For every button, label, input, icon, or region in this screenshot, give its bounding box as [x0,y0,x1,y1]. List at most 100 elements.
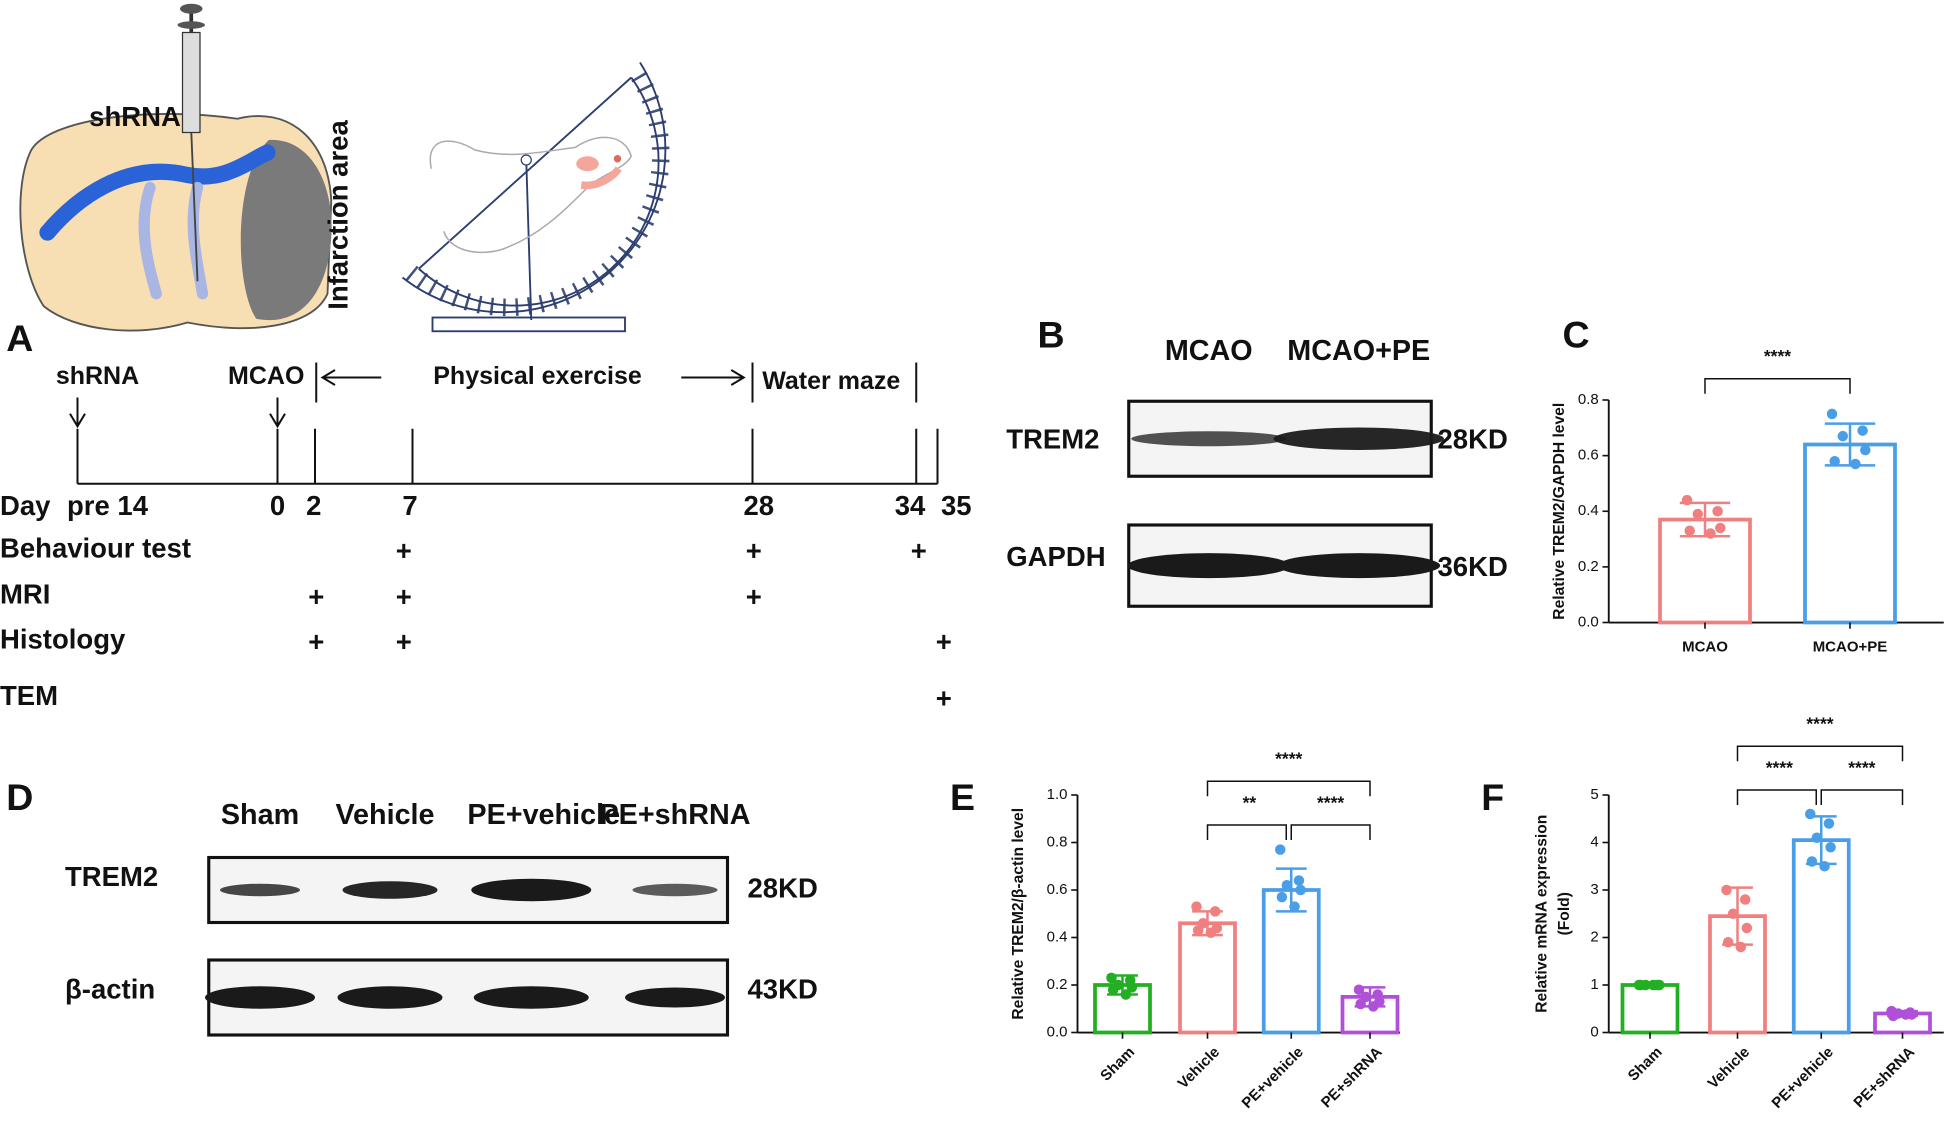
data-point [1126,982,1138,993]
row-mark: + [746,535,762,566]
data-point [1887,1010,1899,1022]
significance-label: **** [1317,792,1344,812]
y-tick-label: 0 [1590,1023,1598,1040]
row-mark: + [746,581,762,612]
data-point [1276,891,1288,903]
y-axis-label: Relative mRNA expression [1534,815,1551,1013]
blot-band [625,987,725,1008]
significance-bracket [1736,745,1904,762]
y-tick-label: 0.2 [1578,558,1599,575]
data-point [1191,901,1202,912]
bar [1178,921,1237,1035]
data-point [1739,894,1751,905]
data-point [1648,979,1659,991]
lane-label: PE+vehicle [467,799,620,831]
blot-band [632,883,718,897]
size-label: 28KD [748,872,818,903]
timeline-lines [69,362,938,485]
y-tick-label: 0.4 [1047,928,1068,945]
data-point [1295,884,1306,896]
event-label: shRNA [56,362,139,390]
data-point [1635,979,1646,991]
data-point [1293,875,1305,886]
data-point [1681,494,1693,506]
blot-band [471,878,592,902]
panel-letter: D [6,776,33,818]
wheel-illustration [401,61,670,333]
blot-band [342,881,438,899]
brain-illustration [19,3,333,332]
bar [1803,442,1897,625]
data-point [1857,425,1868,436]
y-tick-label: 4 [1590,833,1598,850]
blot-band [220,883,300,897]
row-label: MRI [0,579,50,610]
bar [1620,983,1680,1035]
row-mark: + [936,682,952,713]
data-point [1721,884,1732,896]
significance-bracket [1704,378,1851,394]
data-point [1712,506,1723,517]
y-axis-label: (Fold) [1556,892,1573,935]
row-label: Histology [0,624,126,655]
row-mark: + [396,535,412,566]
data-point [1120,989,1132,1000]
data-point [1106,972,1117,984]
panel-letter: B [1038,313,1065,355]
data-point [1274,844,1286,855]
significance-bracket [1820,789,1904,806]
lane-label: Vehicle [335,799,434,831]
significance-label: **** [1848,757,1875,777]
significance-bracket [1736,789,1817,806]
lane-label: Sham [221,799,299,831]
panel-letter: C [1563,313,1590,355]
bar [1791,838,1851,1035]
data-point [1829,455,1840,467]
panel-letter: F [1481,776,1504,818]
event-label: MCAO [228,362,304,390]
x-tick-label: PE+shRNA [1850,1044,1918,1112]
data-point [1837,430,1849,442]
lane-label: MCAO [1165,335,1253,367]
protein-label: TREM2 [65,861,158,892]
row-mark: + [936,626,952,657]
data-point [1205,927,1217,939]
data-point [1355,998,1366,1010]
x-tick-label: Sham [1625,1044,1666,1085]
size-label: 43KD [748,974,818,1005]
data-point [1289,901,1300,912]
blot-band [337,986,443,1009]
day-label: Day [0,490,51,521]
data-point [1819,861,1830,872]
y-axis-label: Relative TREM2/GAPDH level [1551,403,1568,620]
y-tick-label: 0.8 [1047,833,1068,850]
data-point [1192,925,1204,936]
y-tick-label: 0.6 [1047,881,1068,898]
day-tick-label: pre 14 [67,490,149,521]
row-label: TEM [0,680,58,711]
data-point [1722,937,1734,948]
y-tick-label: 1.0 [1047,786,1068,803]
significance-bracket [1206,824,1287,841]
phase-label: Water maze [762,367,900,395]
y-tick-label: 5 [1590,786,1598,803]
data-point [1692,508,1704,520]
data-point [1825,842,1836,853]
data-point [1850,458,1861,470]
y-tick-label: 0.0 [1047,1023,1068,1040]
infarction-label: Infarction area [322,120,353,310]
day-tick-label: 34 [895,490,926,521]
significance-label: **** [1275,749,1302,769]
lane-label: MCAO+PE [1287,335,1430,367]
blot-band [1277,553,1441,579]
day-tick-label: 0 [270,490,285,521]
panel-letter: E [950,776,975,818]
y-tick-label: 3 [1590,881,1598,898]
row-mark: + [396,626,412,657]
protein-label: β-actin [65,974,155,1005]
y-tick-label: 0.6 [1578,447,1599,464]
y-tick-label: 2 [1590,928,1598,945]
data-point [1353,984,1365,995]
